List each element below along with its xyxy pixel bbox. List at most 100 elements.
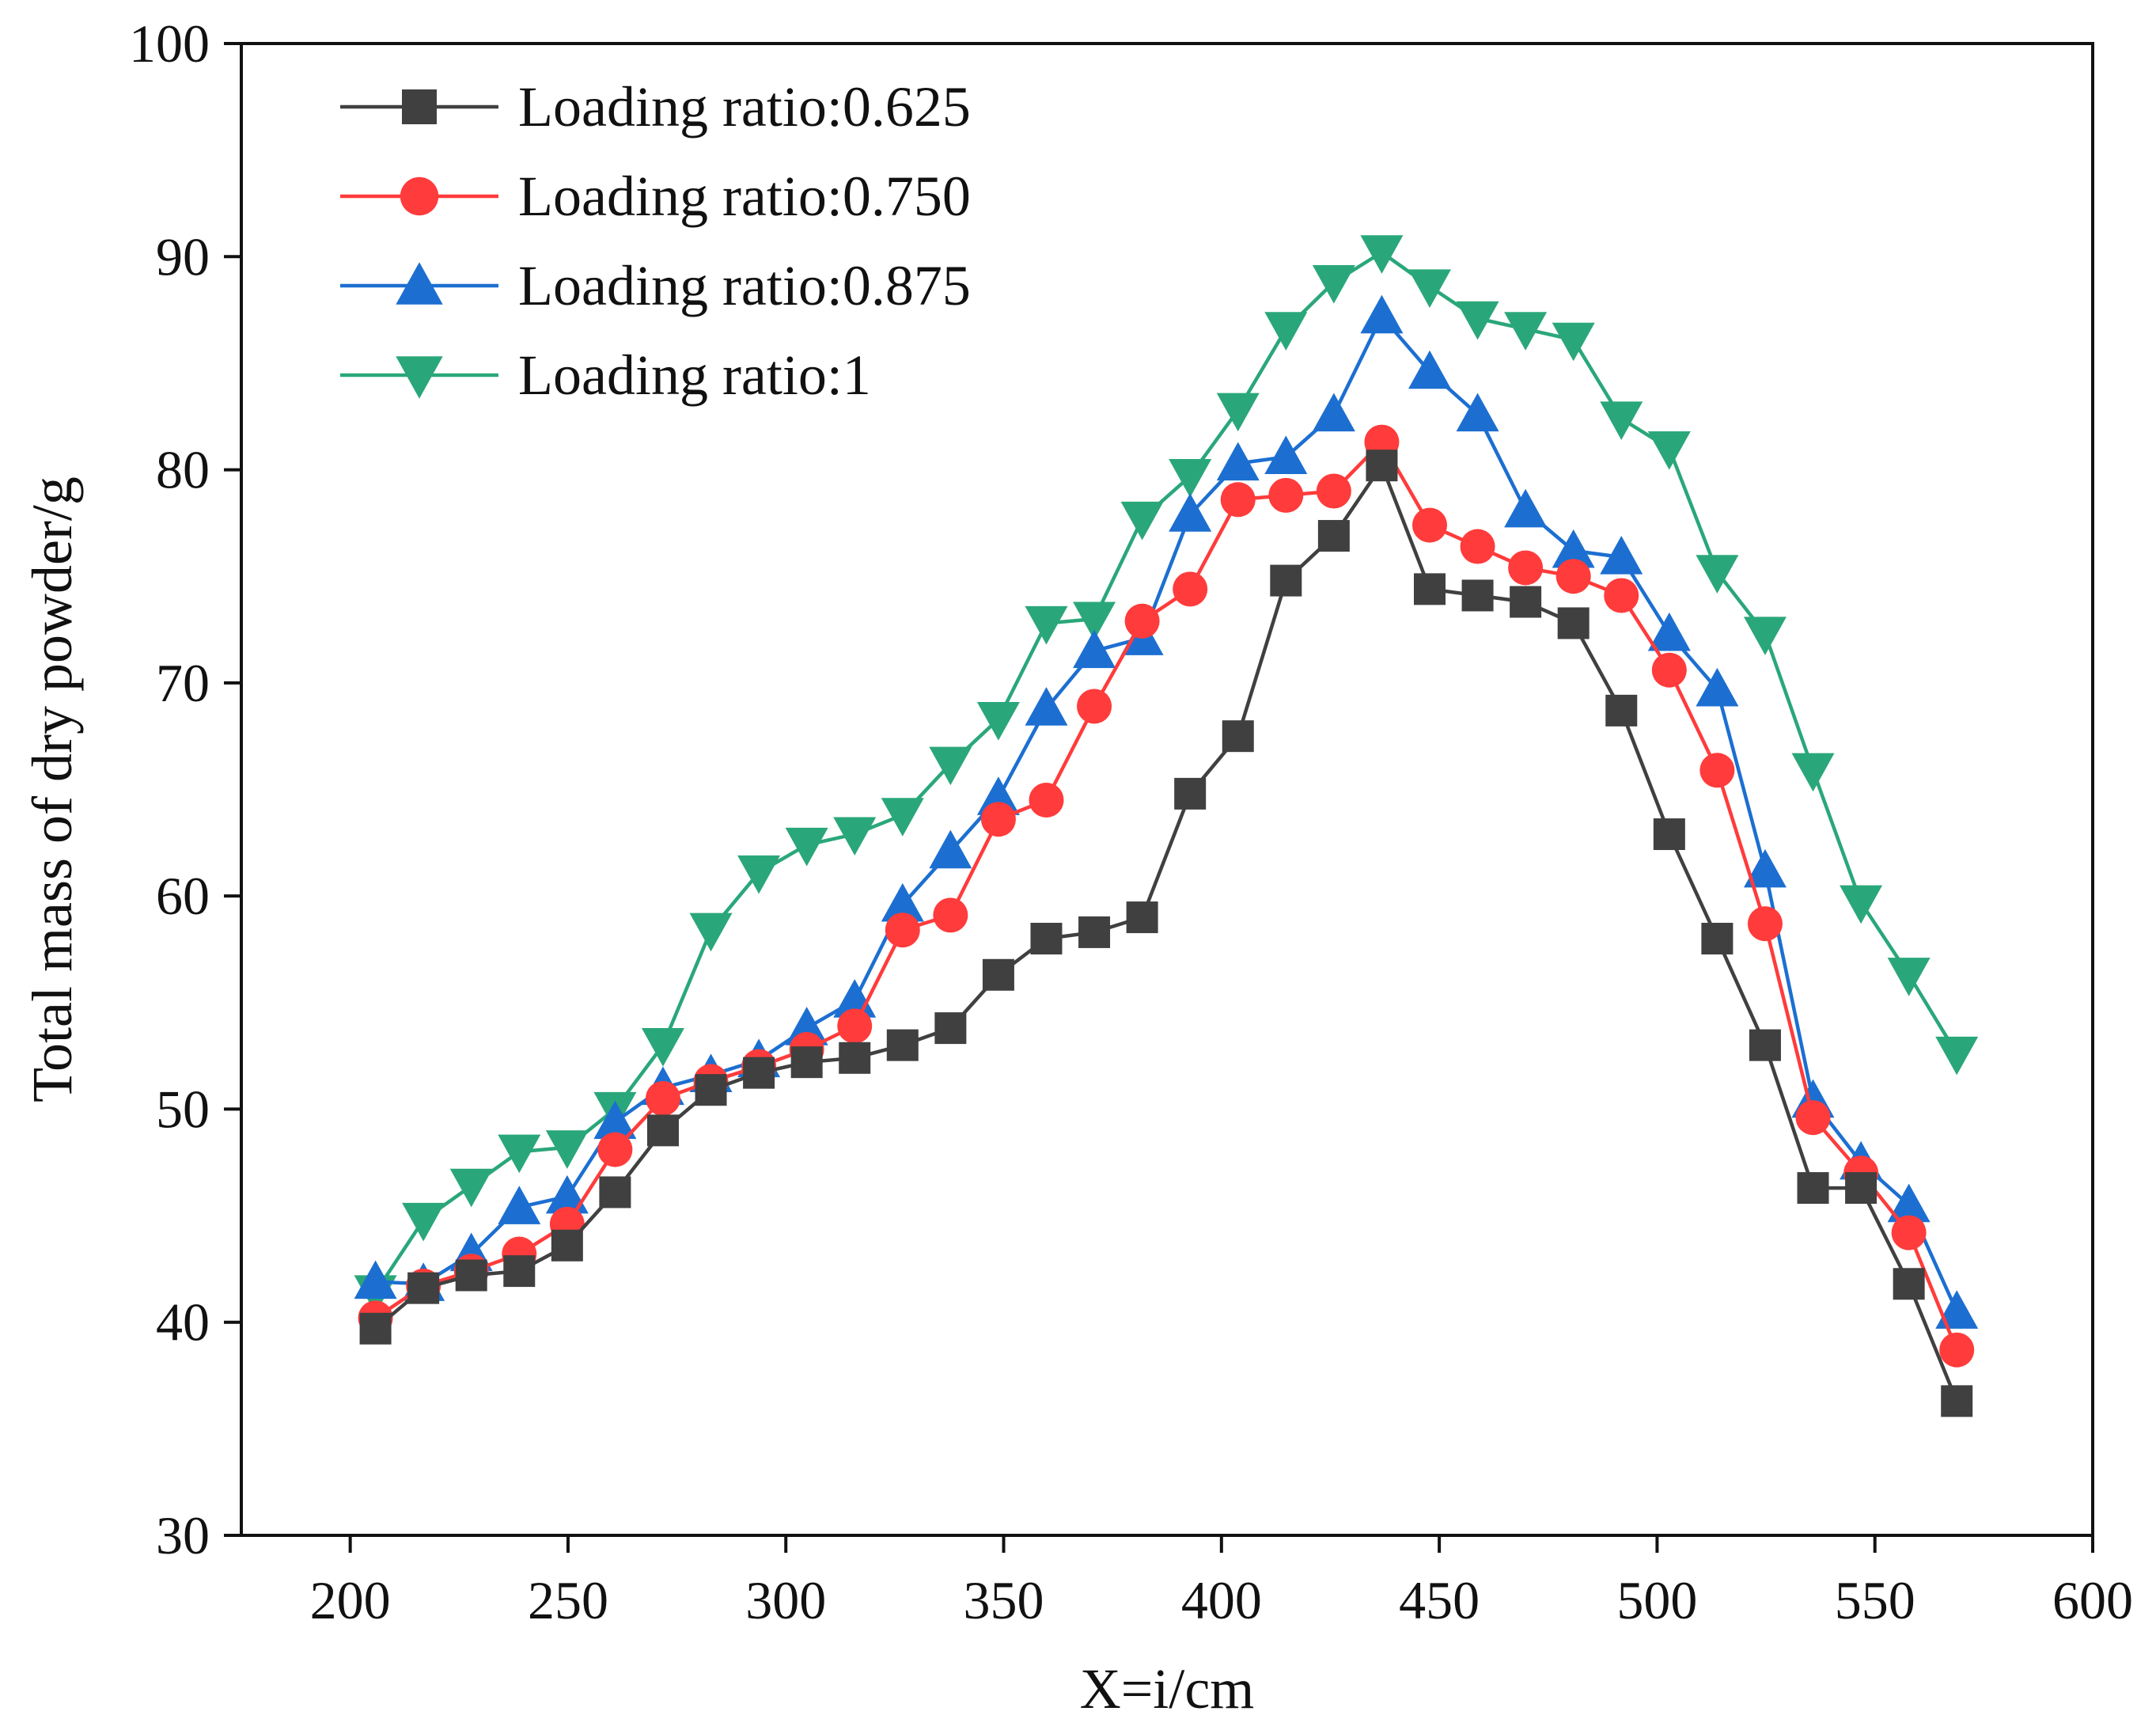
data-point [1073, 601, 1116, 641]
data-point [645, 1080, 680, 1116]
y-tick-label: 70 [156, 653, 210, 713]
data-point [1887, 958, 1931, 996]
legend-item: Loading ratio:0.625 [340, 75, 971, 138]
data-point [1270, 564, 1302, 597]
data-point [1647, 431, 1691, 470]
data-point [881, 798, 924, 837]
data-point [551, 1229, 583, 1262]
data-point [1025, 687, 1068, 726]
axis-layer: 200 250 300 350 400 450 500 550 600 30 40 50 60 70 80 9… [129, 13, 2133, 1630]
series-line [374, 440, 1959, 1351]
x-tick-label: 200 [310, 1570, 391, 1630]
legend-label: Loading ratio:0.875 [518, 254, 971, 317]
data-point [1414, 573, 1446, 605]
y-tick-label: 60 [156, 866, 210, 926]
data-point [1552, 322, 1595, 362]
data-point [641, 1028, 684, 1067]
data-point [1268, 477, 1304, 513]
legend: Loading ratio:0.625 Loading ratio:0.750 Lo… [340, 75, 971, 407]
x-tick-label: 250 [528, 1570, 608, 1630]
data-point [885, 913, 920, 948]
data-point [593, 1100, 637, 1140]
data-point [1077, 689, 1112, 724]
data-point [886, 1029, 919, 1061]
data-point [599, 1176, 631, 1208]
data-point [402, 1202, 445, 1242]
data-point [449, 1168, 493, 1208]
x-tick-label: 450 [1399, 1570, 1480, 1630]
data-point [1412, 507, 1448, 543]
data-point [1025, 605, 1068, 645]
data-point [1317, 520, 1350, 552]
data-point [1312, 265, 1355, 304]
data-point [1408, 350, 1452, 389]
data-point [1220, 482, 1256, 518]
data-point [933, 897, 968, 933]
data-point [545, 1174, 589, 1214]
data-point [1557, 607, 1590, 639]
y-tick-label: 90 [156, 226, 210, 286]
series-4 [354, 235, 1979, 1315]
data-point [1651, 652, 1687, 688]
x-tick-label: 350 [964, 1570, 1044, 1630]
data-point [498, 1186, 541, 1224]
data-point [455, 1259, 487, 1292]
data-point [929, 829, 972, 869]
data-point [1078, 916, 1111, 948]
legend-item: Loading ratio:0.750 [340, 165, 971, 228]
data-point [1743, 617, 1787, 655]
legend-item: Loading ratio:1 [340, 343, 871, 407]
data-point [1647, 612, 1691, 651]
data-point [359, 1312, 392, 1345]
y-axis-title: Total mass of dry powder/g [21, 476, 84, 1102]
data-point [1169, 459, 1212, 498]
data-point [1461, 579, 1494, 612]
data-point [1264, 435, 1308, 475]
data-point [1264, 312, 1308, 351]
legend-marker [396, 262, 443, 305]
data-point [1653, 818, 1685, 851]
x-tick-label: 500 [1616, 1570, 1697, 1630]
data-point [833, 817, 877, 856]
data-point [1504, 312, 1548, 351]
data-point [1508, 550, 1544, 586]
data-point [1169, 493, 1212, 532]
data-point [1360, 235, 1404, 274]
data-point [980, 802, 1016, 837]
data-point [1312, 393, 1355, 432]
data-point [1124, 603, 1160, 639]
legend-label: Loading ratio:0.750 [518, 165, 971, 228]
series-line [373, 250, 1959, 1294]
x-tick-label: 550 [1835, 1570, 1915, 1630]
data-point [407, 1272, 440, 1304]
data-point [1891, 1215, 1927, 1250]
data-point [934, 1012, 967, 1045]
data-point [1795, 1100, 1831, 1136]
legend-label: Loading ratio:0.625 [518, 75, 971, 138]
legend-marker [402, 89, 437, 124]
data-point [1408, 269, 1452, 308]
x-tick-label: 600 [2052, 1570, 2133, 1630]
y-tick-label: 50 [156, 1079, 210, 1139]
series-line [375, 314, 1959, 1313]
y-tick-label: 80 [156, 440, 210, 500]
data-point [1456, 393, 1499, 432]
data-point [1216, 442, 1260, 481]
data-point [1604, 578, 1639, 613]
series-line [374, 463, 1959, 1402]
data-point [982, 958, 1014, 991]
data-point [1174, 777, 1207, 810]
data-point [790, 1046, 823, 1079]
data-point [1173, 571, 1208, 607]
data-point [976, 776, 1020, 815]
data-point [1605, 694, 1638, 727]
data-point [1747, 906, 1783, 942]
data-point [1791, 753, 1835, 792]
data-point [689, 913, 733, 952]
data-point [1701, 923, 1734, 954]
data-point [1073, 629, 1116, 669]
data-point [1699, 753, 1735, 788]
plot-area-frame [240, 42, 2094, 1537]
data-point [1887, 1183, 1931, 1223]
data-point [1120, 501, 1164, 541]
